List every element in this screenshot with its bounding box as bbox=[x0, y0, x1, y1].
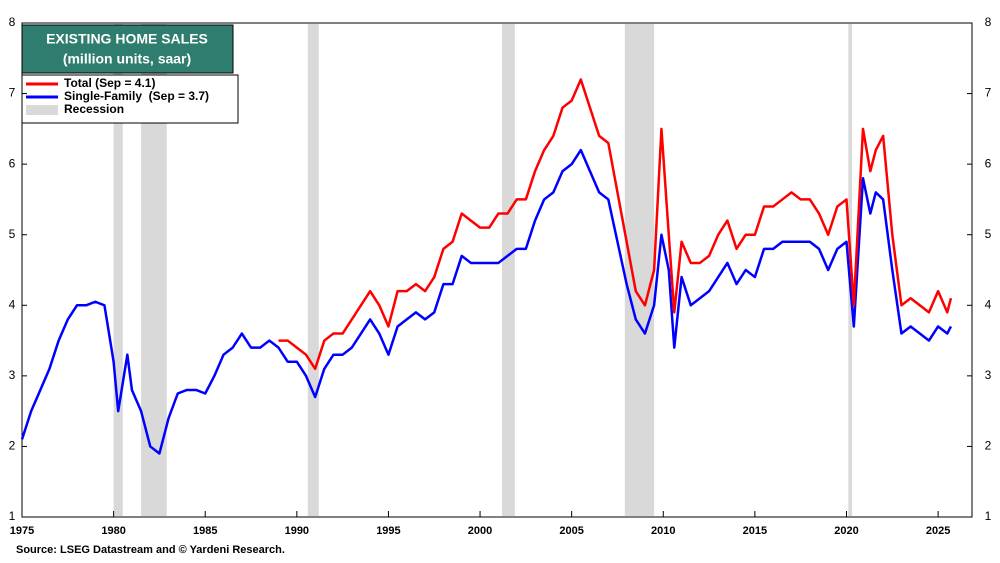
y2-tick-label: 2 bbox=[985, 439, 992, 453]
recession-band bbox=[502, 24, 515, 516]
title-box bbox=[21, 24, 234, 74]
x-tick-label: 2005 bbox=[559, 525, 583, 537]
y-tick-label: 1 bbox=[9, 509, 16, 523]
y-tick-label: 8 bbox=[9, 15, 16, 29]
chart-title: EXISTING HOME SALES bbox=[46, 31, 208, 47]
legend-label: Total (Sep = 4.1) bbox=[64, 76, 155, 90]
y-tick-label: 7 bbox=[9, 86, 16, 100]
y2-tick-label: 4 bbox=[985, 297, 992, 311]
x-tick-label: 1980 bbox=[101, 525, 125, 537]
x-tick-label: 1985 bbox=[193, 525, 217, 537]
x-tick-label: 2010 bbox=[651, 525, 675, 537]
y-tick-label: 5 bbox=[9, 227, 16, 241]
recession-band bbox=[113, 24, 123, 516]
recession-band bbox=[624, 24, 655, 516]
y2-tick-label: 3 bbox=[985, 368, 992, 382]
series-line bbox=[278, 78, 953, 371]
x-tick-label: 2025 bbox=[926, 525, 950, 537]
y2-tick-label: 6 bbox=[985, 156, 992, 170]
x-tick-label: 1990 bbox=[285, 525, 309, 537]
source-note: Source: LSEG Datastream and © Yardeni Re… bbox=[16, 544, 285, 556]
x-tick-label: 1975 bbox=[10, 525, 34, 537]
y-tick-label: 3 bbox=[9, 368, 16, 382]
x-tick-label: 2015 bbox=[743, 525, 767, 537]
series-line bbox=[20, 148, 953, 455]
chart-subtitle: (million units, saar) bbox=[63, 51, 191, 67]
x-tick-label: 2020 bbox=[834, 525, 858, 537]
legend-label: Recession bbox=[64, 102, 124, 116]
legend-label: Single-Family (Sep = 3.7) bbox=[64, 89, 209, 103]
y-tick-label: 6 bbox=[9, 156, 16, 170]
y2-tick-label: 5 bbox=[985, 227, 992, 241]
recession-band bbox=[307, 24, 319, 516]
x-tick-label: 1995 bbox=[376, 525, 400, 537]
y2-tick-label: 7 bbox=[985, 86, 992, 100]
y2-tick-label: 1 bbox=[985, 509, 992, 523]
y2-tick-label: 8 bbox=[985, 15, 992, 29]
x-tick-label: 2000 bbox=[468, 525, 492, 537]
y-tick-label: 2 bbox=[9, 439, 16, 453]
legend-swatch bbox=[26, 105, 58, 115]
y-tick-label: 4 bbox=[9, 297, 16, 311]
plot-frame bbox=[21, 22, 973, 518]
